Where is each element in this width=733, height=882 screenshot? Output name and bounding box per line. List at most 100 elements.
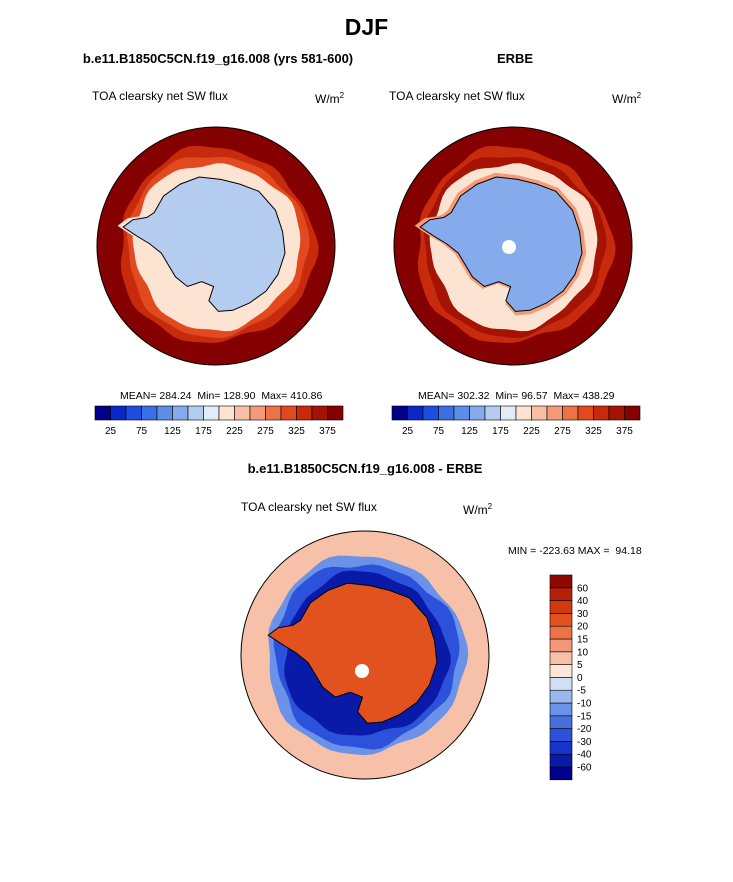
- colorbar-tick-label: 375: [319, 426, 336, 437]
- colorbar-box: [484, 405, 501, 421]
- colorbar-box: [608, 405, 625, 421]
- antarctica-region: [122, 176, 286, 312]
- colorbar-box: [156, 405, 173, 421]
- colorbar-box: [280, 405, 297, 421]
- colorbar-box: [141, 405, 158, 421]
- map-field: [241, 531, 489, 779]
- colorbar-box: [549, 766, 573, 781]
- colorbar-tick-label: 325: [288, 426, 305, 437]
- colorbar-tick-label: 175: [492, 426, 509, 437]
- colorbar-box: [203, 405, 220, 421]
- panel-3-variable-label: TOA clearsky net SW flux: [241, 500, 377, 514]
- map-field: [394, 127, 632, 365]
- antarctica-region: [267, 582, 438, 724]
- colorbar-tick-label: 0: [577, 673, 583, 684]
- colorbar-box: [624, 405, 641, 421]
- colorbar-tick-label: -10: [577, 699, 592, 710]
- colorbar-box: [593, 405, 610, 421]
- colorbar-box: [453, 405, 470, 421]
- panel-1-units: W/m2: [315, 91, 345, 106]
- panel-3-title: b.e11.B1850C5CN.f19_g16.008 - ERBE: [247, 461, 483, 476]
- colorbar-tick-label: -60: [577, 763, 592, 774]
- colorbar-tick-label: -40: [577, 750, 592, 761]
- colorbar-box: [549, 677, 573, 691]
- colorbar-tick-label: 10: [577, 647, 589, 658]
- colorbar-box: [549, 587, 573, 601]
- colorbar-box: [549, 715, 573, 729]
- colorbar-box: [172, 405, 189, 421]
- panel-1-polar-map: [96, 126, 336, 366]
- panel-3-polar-map: [240, 530, 490, 780]
- colorbar-box: [391, 405, 408, 421]
- colorbar-box: [327, 405, 344, 421]
- colorbar-tick-label: 75: [433, 426, 445, 437]
- colorbar-box: [311, 405, 328, 421]
- colorbar-tick-label: 75: [136, 426, 148, 437]
- pole-hole: [355, 664, 369, 678]
- panel-1-title: b.e11.B1850C5CN.f19_g16.008 (yrs 581-600…: [82, 51, 354, 66]
- colorbar-box: [407, 405, 424, 421]
- colorbar-box: [531, 405, 548, 421]
- panel-1-variable-label: TOA clearsky net SW flux: [92, 89, 228, 103]
- colorbar-box: [549, 689, 573, 704]
- panel-3-stats: MIN = -223.63 MAX = 94.18: [508, 545, 642, 557]
- colorbar-tick-label: 225: [523, 426, 540, 437]
- panel-2-units: W/m2: [612, 91, 642, 106]
- panel-2-colorbar: 25 75 125 175 225 275 325 375: [391, 405, 641, 437]
- colorbar-tick-label: 325: [585, 426, 602, 437]
- colorbar-tick-label: 125: [461, 426, 478, 437]
- panel-2-polar-map: [393, 126, 633, 366]
- colorbar-tick-label: 5: [577, 660, 583, 671]
- colorbar-box: [549, 574, 573, 589]
- colorbar-tick-label: -5: [577, 686, 586, 697]
- antarctica-region: [419, 176, 583, 312]
- colorbar-tick-label: -20: [577, 724, 592, 735]
- colorbar-box: [549, 702, 573, 717]
- colorbar-tick-label: 175: [195, 426, 212, 437]
- colorbar-box: [110, 405, 127, 421]
- colorbar-tick-label: 275: [554, 426, 571, 437]
- panel-2-variable-label: TOA clearsky net SW flux: [389, 89, 525, 103]
- colorbar-box: [549, 613, 573, 627]
- colorbar-box: [549, 741, 573, 755]
- colorbar-box: [296, 405, 313, 421]
- colorbar-tick-label: -30: [577, 737, 592, 748]
- map-boundary: [240, 530, 490, 780]
- colorbar-box: [577, 405, 594, 421]
- colorbar-box: [469, 405, 486, 421]
- colorbar-tick-label: 375: [616, 426, 633, 437]
- panel-1-colorbar: 25 75 125 175 225 275 325 375: [94, 405, 344, 437]
- colorbar-box: [549, 651, 573, 665]
- colorbar-tick-label: 225: [226, 426, 243, 437]
- map-boundary: [393, 126, 633, 366]
- colorbar-tick-label: 25: [105, 426, 117, 437]
- colorbar-box: [234, 405, 251, 421]
- colorbar-box: [94, 405, 111, 421]
- colorbar-box: [562, 405, 579, 421]
- colorbar-tick-label: 30: [577, 609, 589, 620]
- map-field: [97, 127, 335, 365]
- colorbar-box: [546, 405, 563, 421]
- colorbar-tick-label: 275: [257, 426, 274, 437]
- colorbar-box: [500, 405, 517, 421]
- colorbar-box: [549, 625, 573, 640]
- panel-3-units: W/m2: [463, 502, 493, 517]
- colorbar-box: [265, 405, 282, 421]
- figure-title: DJF: [344, 14, 389, 40]
- colorbar-box: [549, 753, 573, 768]
- colorbar-box: [125, 405, 142, 421]
- colorbar-box: [187, 405, 204, 421]
- colorbar-box: [218, 405, 235, 421]
- colorbar-tick-label: 60: [577, 583, 589, 594]
- map-boundary: [96, 126, 336, 366]
- colorbar-tick-label: 25: [402, 426, 414, 437]
- colorbar-box: [438, 405, 455, 421]
- colorbar-box: [249, 405, 266, 421]
- colorbar-box: [549, 600, 573, 614]
- colorbar-tick-label: 20: [577, 622, 589, 633]
- colorbar-box: [515, 405, 532, 421]
- panel-1-stats: MEAN= 284.24 Min= 128.90 Max= 410.86: [120, 390, 323, 402]
- colorbar-tick-label: -15: [577, 711, 592, 722]
- colorbar-tick-label: 125: [164, 426, 181, 437]
